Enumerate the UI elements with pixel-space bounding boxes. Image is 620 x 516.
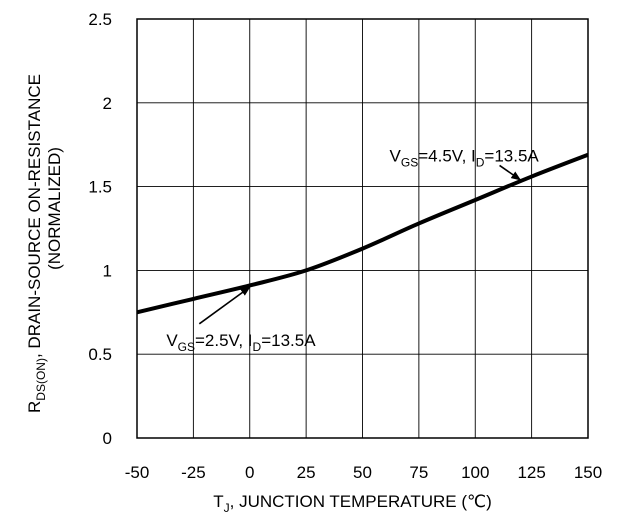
y-tick-label: 1.5 [88,178,112,197]
x-tick-label: 25 [297,463,316,482]
y-tick-label: 2.5 [88,10,112,29]
y-tick-label: 1 [103,261,112,280]
annotation-text: =2.5V, I [195,331,253,350]
annotation-arrow-0 [499,164,522,181]
subscript: GS [178,340,195,354]
x-tick-label: 150 [574,463,602,482]
grid [136,18,589,439]
axis-labels: TJ, JUNCTION TEMPERATURE (℃) RDS(ON), DRA… [25,74,492,515]
annotation-text: V [390,146,402,165]
annotation-text: =13.5A [261,331,316,350]
x-axis-label: TJ, JUNCTION TEMPERATURE (℃) [213,492,492,515]
plot-area [136,18,589,439]
annotation-text: V [166,331,178,350]
plot-series [136,152,589,315]
x-tick-label: 100 [461,463,489,482]
x-tick-label: -50 [125,463,150,482]
x-tick-label: 50 [353,463,372,482]
y-axis-label: RDS(ON), DRAIN-SOURCE ON-RESISTANCE [25,74,48,413]
annotation-text: =4.5V, I [418,146,476,165]
x-tick-label: -25 [181,463,206,482]
subscript: D [476,155,485,169]
y-tick-label: 0.5 [88,345,112,364]
annotation-label-0: VGS=4.5V, ID=13.5A [390,146,540,169]
x-tick-label: 75 [409,463,428,482]
subscript: D [253,340,262,354]
y-axis-label-line2: (NORMALIZED) [45,147,64,270]
subscript: GS [401,155,418,169]
y-tick-label: 2 [103,94,112,113]
annotation-label-1: VGS=2.5V, ID=13.5A [166,331,316,354]
tick-labels: -50 -25 0 25 50 75 100 125 150 0 0.5 1 1.5 2 2.5 [88,10,602,482]
x-tick-label: 0 [245,463,254,482]
annotation-arrow-1 [198,286,251,325]
series-line-0 [136,152,589,315]
annotation-text: =13.5A [484,146,539,165]
y-tick-label: 0 [103,429,112,448]
x-tick-label: 125 [517,463,545,482]
